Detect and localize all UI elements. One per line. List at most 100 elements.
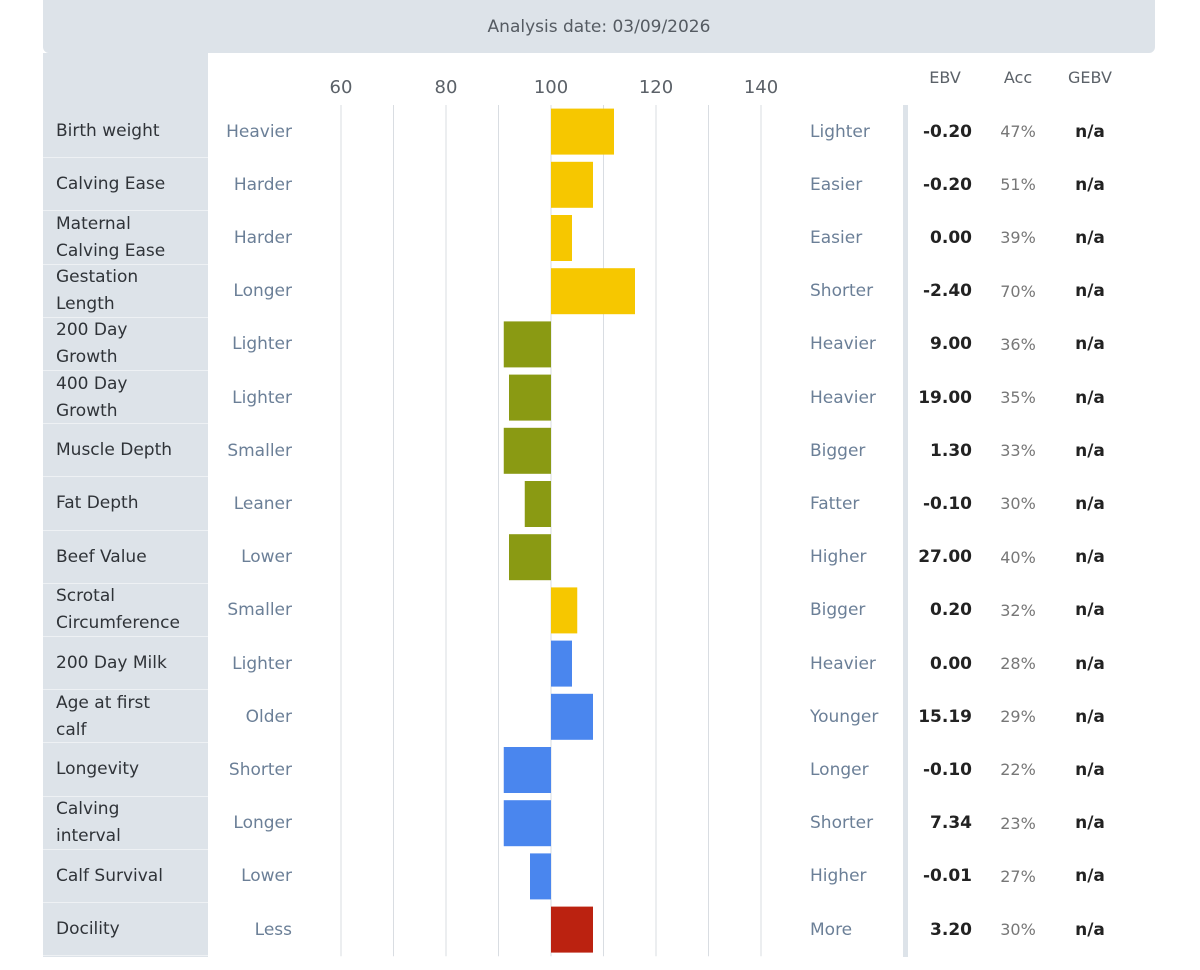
row-divider [43, 955, 208, 957]
ebv-value: -0.10 [923, 759, 972, 780]
row-divider [43, 369, 208, 371]
table-row: Birth weight Heavier Lighter -0.20 47% n/a [0, 105, 1200, 159]
bar-gestation-length [551, 268, 635, 315]
bar-200-day-growth [503, 321, 551, 368]
table-row: Beef Value Lower Higher 27.00 40% n/a [0, 531, 1200, 584]
ebv-value: 9.00 [930, 334, 972, 355]
low-direction-label: Harder [233, 174, 292, 195]
table-row: Calving interval Longer Shorter 7.34 23% n/a [0, 797, 1200, 850]
row-divider [43, 582, 208, 584]
accuracy-value: 70% [1000, 281, 1036, 301]
bar-docility [551, 906, 593, 953]
low-direction-label: Lighter [232, 334, 292, 355]
accuracy-value: 47% [1000, 122, 1036, 142]
ebv-value: -0.20 [923, 174, 972, 195]
trait-name: Age at first calf [56, 692, 150, 740]
gebv-value: n/a [1075, 706, 1105, 727]
bar-calving-ease [551, 161, 593, 208]
bar-200-day-milk [551, 640, 572, 687]
gebv-value: n/a [1075, 387, 1105, 408]
accuracy-value: 36% [1000, 334, 1036, 354]
bar-calving-interval [503, 800, 551, 847]
table-row: Gestation Length Longer Shorter -2.40 70% n/a [0, 265, 1200, 318]
ebv-value: 7.34 [930, 813, 972, 834]
tick-label: 80 [434, 77, 458, 98]
low-direction-label: Harder [233, 227, 292, 248]
row-divider [43, 742, 208, 744]
trait-name: 400 Day Growth [56, 373, 128, 421]
row-divider [43, 316, 208, 318]
high-direction-label: Younger [810, 706, 879, 727]
ebv-value: -0.01 [923, 866, 972, 887]
bar-maternal-calving-ease [551, 215, 572, 261]
row-divider [43, 795, 208, 797]
accuracy-value: 30% [1000, 494, 1036, 514]
high-direction-label: Higher [810, 866, 867, 887]
table-row: Longevity Shorter Longer -0.10 22% n/a [0, 743, 1200, 797]
trait-name: Fat Depth [56, 493, 139, 514]
row-divider [43, 423, 208, 425]
low-direction-label: Lighter [232, 387, 292, 408]
accuracy-value: 35% [1000, 388, 1036, 408]
gebv-value: n/a [1075, 919, 1105, 940]
gebv-value: n/a [1075, 653, 1105, 674]
bar-400-day-growth [509, 374, 551, 421]
table-row: Age at first calf Older Younger 15.19 29% n/a [0, 690, 1200, 744]
gebv-value: n/a [1075, 866, 1105, 887]
table-row: Calf Survival Lower Higher -0.01 27% n/a [0, 850, 1200, 903]
row-divider [43, 210, 208, 212]
ebv-value: 0.00 [930, 653, 972, 674]
analysis-date-banner: Analysis date: 03/09/2026 [43, 0, 1155, 53]
gebv-value: n/a [1075, 334, 1105, 355]
low-direction-label: Less [254, 919, 292, 940]
high-direction-label: Heavier [810, 334, 876, 355]
trait-name: Scrotal Circumference [56, 586, 180, 634]
trait-name: Calving interval [56, 799, 121, 847]
table-row: Fat Depth Leaner Fatter -0.10 30% n/a [0, 477, 1200, 531]
trait-name: Calving Ease [56, 174, 166, 195]
trait-name: Maternal Calving Ease [56, 213, 166, 261]
bar-birth-weight [551, 108, 614, 155]
table-row: 400 Day Growth Lighter Heavier 19.00 35% n/a [0, 371, 1200, 425]
accuracy-value: 32% [1000, 600, 1036, 620]
high-direction-label: Bigger [810, 600, 866, 621]
high-direction-label: Heavier [810, 653, 876, 674]
trait-name: Docility [56, 919, 120, 940]
gebv-value: n/a [1075, 759, 1105, 780]
bar-age-at-first-calf [551, 693, 593, 740]
trait-label-column [43, 53, 208, 957]
gebv-value: n/a [1075, 813, 1105, 834]
ebv-value: 3.20 [930, 919, 972, 940]
gebv-value: n/a [1075, 440, 1105, 461]
accuracy-value: 29% [1000, 707, 1036, 727]
trait-name: Muscle Depth [56, 440, 173, 461]
ebv-value: -2.40 [923, 281, 972, 302]
accuracy-value: 22% [1000, 760, 1036, 780]
acc-column-header: Acc [1003, 68, 1033, 87]
tick-label: 140 [743, 77, 779, 98]
high-direction-label: Shorter [810, 281, 874, 302]
low-direction-label: Leaner [233, 493, 292, 514]
low-direction-label: Lighter [232, 653, 292, 674]
trait-name: Longevity [56, 759, 140, 780]
bar-beef-value [509, 534, 551, 581]
bar-fat-depth [524, 481, 551, 527]
row-divider [43, 476, 208, 478]
table-row: 200 Day Growth Lighter Heavier 9.00 36% n/a [0, 318, 1200, 371]
ebv-divider [903, 105, 908, 957]
trait-name: 200 Day Milk [56, 653, 167, 674]
row-divider [43, 157, 208, 159]
low-direction-label: Older [245, 706, 292, 727]
ebv-value: -0.20 [923, 121, 972, 142]
high-direction-label: Higher [810, 547, 867, 568]
accuracy-value: 40% [1000, 547, 1036, 567]
trait-name: Gestation Length [56, 267, 139, 315]
low-direction-label: Smaller [227, 600, 292, 621]
analysis-date-label: Analysis date: 03/09/2026 [487, 16, 711, 37]
row-divider [43, 529, 208, 531]
trait-name: Beef Value [56, 546, 147, 567]
trait-name: Birth weight [56, 121, 160, 142]
table-row: Calving Ease Harder Easier -0.20 51% n/a [0, 158, 1200, 212]
accuracy-value: 30% [1000, 920, 1036, 940]
